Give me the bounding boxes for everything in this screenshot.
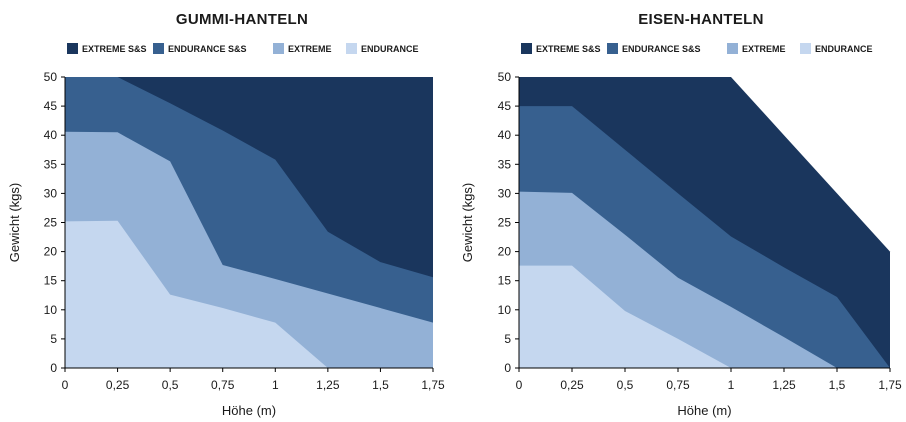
legend-swatch: [153, 43, 164, 54]
y-tick-label: 40: [44, 128, 58, 142]
legend-swatch: [727, 43, 738, 54]
x-tick-label: 1: [272, 378, 279, 392]
chart-title: GUMMI-HANTELN: [176, 11, 308, 28]
legend-label: ENDURANCE S&S: [622, 44, 701, 54]
x-axis-label: Höhe (m): [222, 403, 276, 418]
legend-label: ENDURANCE S&S: [168, 44, 247, 54]
x-tick-label: 0,75: [211, 378, 235, 392]
legend-swatch: [607, 43, 618, 54]
legend-swatch: [273, 43, 284, 54]
y-tick-label: 50: [44, 70, 58, 84]
x-axis-label: Höhe (m): [677, 403, 731, 418]
y-tick-label: 25: [44, 216, 58, 230]
x-tick-label: 0,75: [666, 378, 690, 392]
x-tick-label: 1,5: [829, 378, 846, 392]
chart-title: EISEN-HANTELN: [638, 11, 764, 28]
y-axis-label: Gewicht (kgs): [460, 183, 475, 262]
y-tick-label: 35: [498, 157, 512, 171]
y-tick-label: 45: [44, 99, 58, 113]
legend-swatch: [67, 43, 78, 54]
y-tick-label: 45: [498, 99, 512, 113]
x-tick-label: 0,25: [560, 378, 584, 392]
x-tick-label: 1,5: [372, 378, 389, 392]
y-tick-label: 10: [498, 303, 512, 317]
y-tick-label: 5: [50, 332, 57, 346]
legend-label: ENDURANCE: [361, 44, 419, 54]
legend-label: EXTREME S&S: [82, 44, 147, 54]
y-axis-label: Gewicht (kgs): [7, 183, 22, 262]
y-tick-label: 5: [504, 332, 511, 346]
y-tick-label: 25: [498, 216, 512, 230]
x-tick-label: 1,75: [878, 378, 902, 392]
x-tick-label: 0,5: [617, 378, 634, 392]
y-tick-label: 20: [498, 245, 512, 259]
y-tick-label: 35: [44, 157, 58, 171]
y-tick-label: 30: [498, 186, 512, 200]
y-tick-label: 15: [44, 274, 58, 288]
area-endurance: [65, 220, 328, 368]
y-tick-label: 10: [44, 303, 58, 317]
y-tick-label: 15: [498, 274, 512, 288]
x-tick-label: 1,25: [772, 378, 796, 392]
chart-gummi-hanteln: GUMMI-HANTELN EXTREME S&S ENDURANCE S&S EXT…: [7, 11, 445, 418]
legend-label: EXTREME S&S: [536, 44, 601, 54]
area-endurance: [519, 265, 731, 368]
y-tick-label: 0: [50, 361, 57, 375]
y-tick-label: 40: [498, 128, 512, 142]
legend-swatch: [521, 43, 532, 54]
x-tick-label: 1,75: [421, 378, 445, 392]
x-tick-label: 0: [516, 378, 523, 392]
x-tick-label: 0,25: [106, 378, 130, 392]
y-tick-label: 0: [504, 361, 511, 375]
x-tick-label: 1: [728, 378, 735, 392]
legend-label: EXTREME: [742, 44, 786, 54]
y-tick-label: 50: [498, 70, 512, 84]
x-tick-label: 0: [62, 378, 69, 392]
legend-label: ENDURANCE: [815, 44, 873, 54]
x-tick-label: 0,5: [162, 378, 179, 392]
y-tick-label: 20: [44, 245, 58, 259]
legend-swatch: [346, 43, 357, 54]
chart-eisen-hanteln: EISEN-HANTELN EXTREME S&S ENDURANCE S&S EXT…: [460, 11, 902, 418]
y-tick-label: 30: [44, 186, 58, 200]
legend-label: EXTREME: [288, 44, 332, 54]
legend-swatch: [800, 43, 811, 54]
x-tick-label: 1,25: [316, 378, 340, 392]
